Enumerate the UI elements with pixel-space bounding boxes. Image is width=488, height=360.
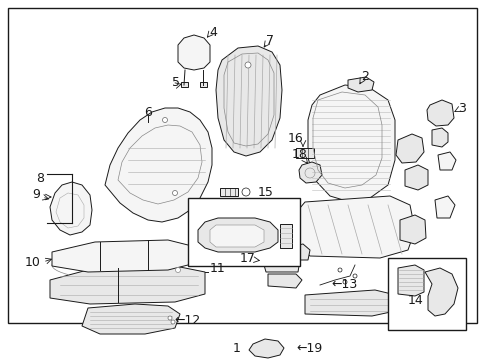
Text: 17: 17 bbox=[240, 252, 255, 265]
Bar bbox=[200, 82, 206, 87]
Polygon shape bbox=[434, 196, 454, 218]
Polygon shape bbox=[209, 225, 264, 247]
Polygon shape bbox=[426, 100, 453, 126]
Text: 15: 15 bbox=[258, 185, 273, 198]
Polygon shape bbox=[178, 35, 209, 70]
Polygon shape bbox=[50, 266, 204, 304]
Polygon shape bbox=[347, 77, 373, 92]
Circle shape bbox=[342, 280, 346, 284]
Circle shape bbox=[168, 316, 172, 320]
Text: 4: 4 bbox=[209, 26, 217, 39]
Text: ←19: ←19 bbox=[296, 342, 323, 356]
Text: 16: 16 bbox=[287, 131, 303, 144]
Polygon shape bbox=[262, 253, 299, 272]
Text: 11: 11 bbox=[209, 261, 225, 274]
Circle shape bbox=[242, 188, 249, 196]
Text: 18: 18 bbox=[291, 148, 307, 162]
Text: 14: 14 bbox=[407, 293, 423, 306]
Polygon shape bbox=[307, 85, 394, 202]
Text: 2: 2 bbox=[360, 69, 368, 82]
Bar bbox=[8, 8, 476, 323]
Polygon shape bbox=[298, 162, 321, 183]
Circle shape bbox=[175, 267, 180, 273]
Polygon shape bbox=[248, 339, 284, 358]
Polygon shape bbox=[82, 304, 180, 334]
Polygon shape bbox=[52, 240, 192, 272]
Text: 5: 5 bbox=[172, 76, 180, 89]
Polygon shape bbox=[305, 290, 399, 316]
Text: ←13: ←13 bbox=[331, 278, 357, 291]
Polygon shape bbox=[198, 218, 278, 252]
Circle shape bbox=[352, 274, 356, 278]
Bar bbox=[187, 198, 299, 266]
Polygon shape bbox=[216, 46, 282, 156]
Polygon shape bbox=[50, 182, 92, 235]
Polygon shape bbox=[397, 265, 423, 296]
Circle shape bbox=[337, 268, 341, 272]
Bar bbox=[181, 82, 187, 87]
Polygon shape bbox=[395, 134, 423, 163]
Circle shape bbox=[171, 320, 175, 324]
Text: 6: 6 bbox=[144, 105, 152, 118]
Text: ←12: ←12 bbox=[175, 314, 201, 327]
Circle shape bbox=[244, 62, 250, 68]
Bar bbox=[387, 258, 465, 330]
Circle shape bbox=[172, 190, 177, 195]
Text: 8: 8 bbox=[36, 171, 44, 184]
Polygon shape bbox=[280, 224, 291, 248]
Polygon shape bbox=[267, 274, 302, 288]
Text: 1: 1 bbox=[233, 342, 241, 356]
Polygon shape bbox=[437, 152, 455, 170]
Circle shape bbox=[162, 117, 167, 122]
Bar bbox=[220, 188, 238, 196]
Text: 9: 9 bbox=[32, 189, 40, 202]
Polygon shape bbox=[285, 244, 309, 260]
Text: 3: 3 bbox=[457, 102, 465, 114]
Polygon shape bbox=[424, 268, 457, 316]
Text: 10: 10 bbox=[25, 256, 41, 269]
Polygon shape bbox=[105, 108, 212, 222]
Text: 7: 7 bbox=[265, 33, 273, 46]
Polygon shape bbox=[399, 215, 425, 244]
Polygon shape bbox=[404, 165, 427, 190]
Polygon shape bbox=[295, 196, 414, 258]
Polygon shape bbox=[431, 128, 447, 147]
Polygon shape bbox=[295, 148, 313, 158]
